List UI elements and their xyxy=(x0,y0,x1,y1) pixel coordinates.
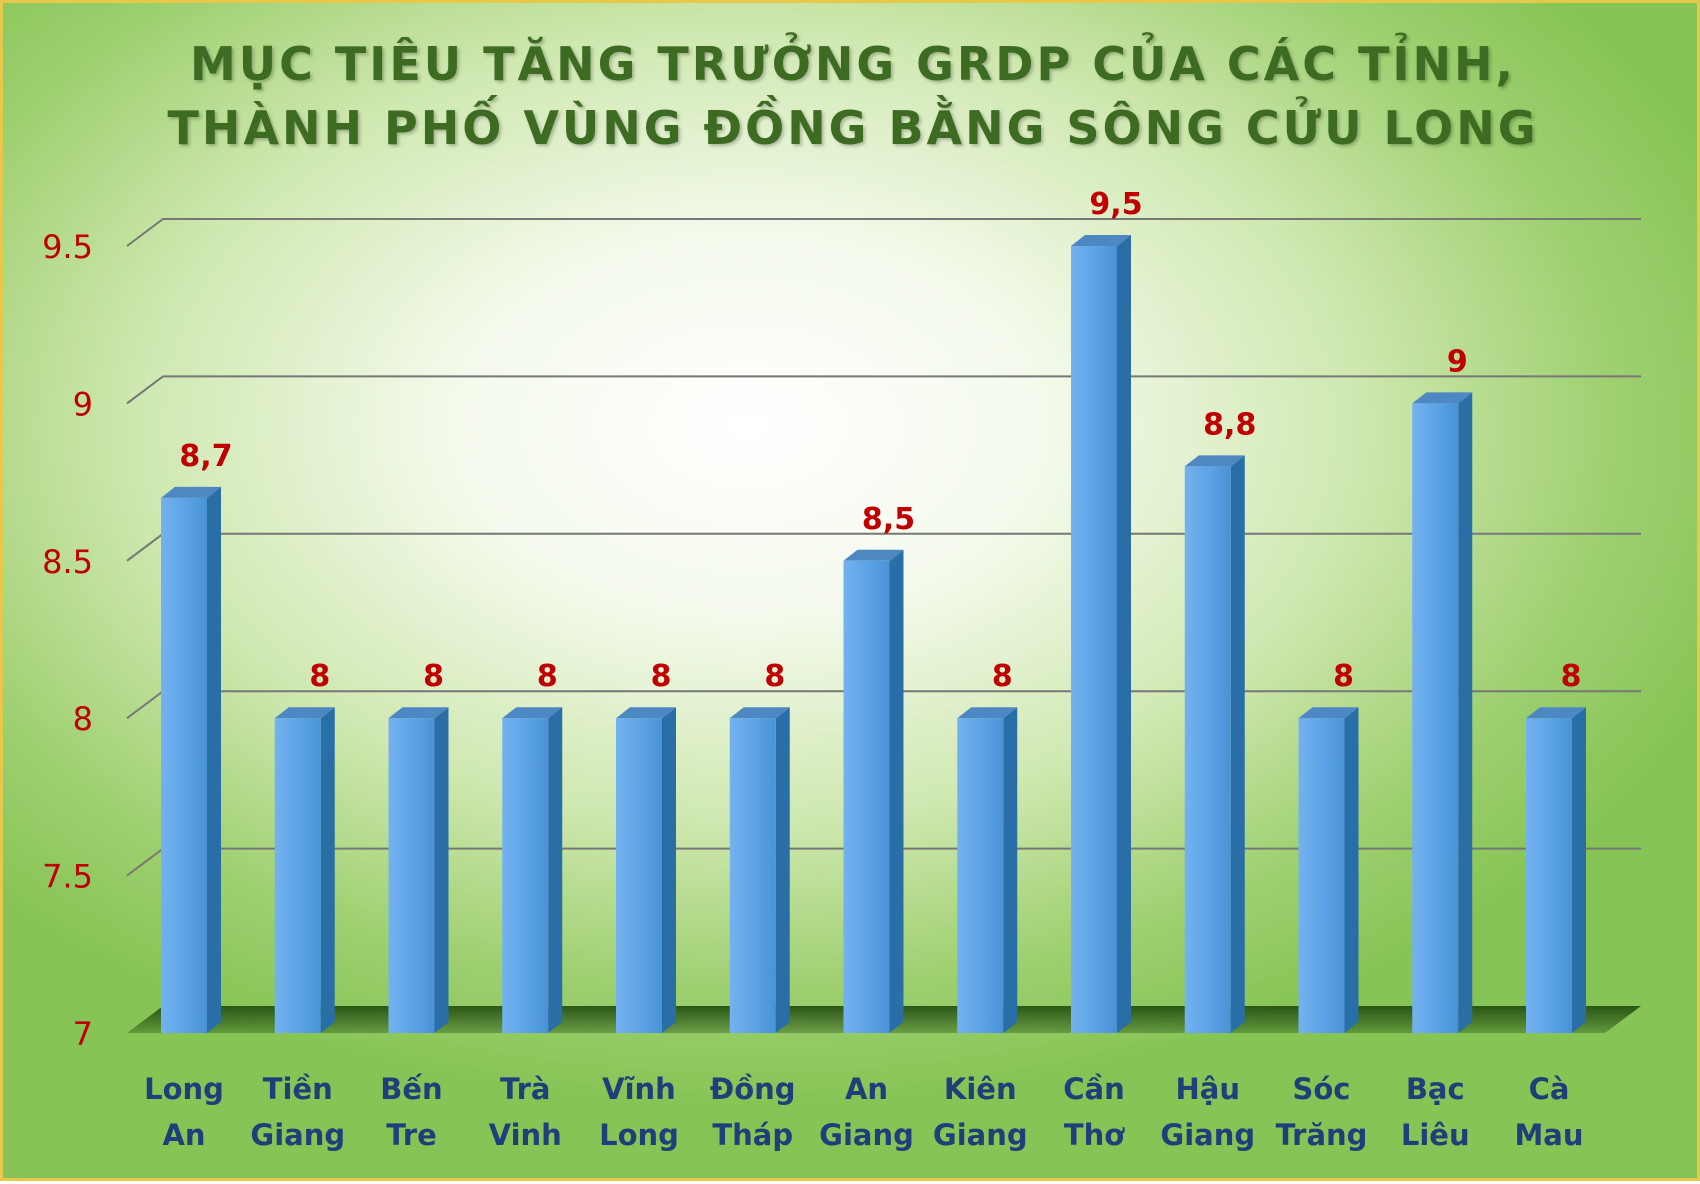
category-label: Trăng xyxy=(1276,1118,1368,1152)
category-label: An xyxy=(845,1072,888,1106)
bar-side xyxy=(1117,235,1131,1033)
bar xyxy=(274,718,321,1033)
data-label: 9,5 xyxy=(1089,187,1142,222)
bar xyxy=(1298,718,1345,1033)
bar-top xyxy=(502,707,563,719)
data-label: 8,5 xyxy=(862,502,915,537)
bar-top xyxy=(957,707,1018,719)
y-tick-label: 9.5 xyxy=(42,228,93,266)
data-label: 8 xyxy=(764,659,785,694)
bar xyxy=(1526,718,1572,1033)
data-label: 8 xyxy=(1561,659,1582,694)
category-label: Mau xyxy=(1514,1118,1583,1152)
category-label: Giang xyxy=(933,1118,1028,1152)
category-label: Long xyxy=(144,1072,224,1106)
bar-top xyxy=(729,707,790,719)
bar-side xyxy=(775,707,790,1033)
category-label: Kiên xyxy=(944,1072,1017,1106)
chart-title-line-1: MỤC TIÊU TĂNG TRƯỞNG GRDP CỦA CÁC TỈNH, xyxy=(189,37,1517,91)
bar xyxy=(388,718,435,1033)
bar-top xyxy=(161,486,221,498)
bar-side xyxy=(1230,455,1245,1033)
bar xyxy=(729,718,776,1033)
bar-top xyxy=(388,707,449,719)
y-tick-label: 8 xyxy=(73,700,93,738)
category-label: Cần xyxy=(1063,1072,1125,1106)
category-label: Tre xyxy=(386,1118,437,1152)
chart-title-line-2: THÀNH PHỐ VÙNG ĐỒNG BẰNG SÔNG CỬU LONG xyxy=(167,101,1539,155)
category-label: Giang xyxy=(819,1118,914,1152)
bar xyxy=(1412,403,1459,1033)
data-label: 8,8 xyxy=(1203,407,1256,442)
y-tick-label: 7.5 xyxy=(42,858,93,896)
category-label: Liêu xyxy=(1401,1118,1470,1152)
category-label: Long xyxy=(599,1118,679,1152)
category-label: Vinh xyxy=(489,1118,562,1152)
data-label: 8 xyxy=(309,659,330,694)
bar-top xyxy=(616,707,676,719)
bar-side xyxy=(548,707,563,1033)
data-label: 8 xyxy=(992,659,1013,694)
data-label: 9 xyxy=(1447,344,1468,379)
data-label: 8 xyxy=(537,659,558,694)
bar-top xyxy=(1071,235,1131,246)
y-tick-label: 8.5 xyxy=(42,543,93,581)
category-label: Tiền xyxy=(263,1072,333,1106)
bar-side xyxy=(1003,707,1018,1033)
bar xyxy=(843,560,890,1033)
gridline xyxy=(126,218,1641,247)
bar-side xyxy=(320,707,335,1033)
bar-side xyxy=(207,486,221,1034)
category-label: Giang xyxy=(250,1118,345,1152)
category-label: Giang xyxy=(1160,1118,1255,1152)
category-label: Cà xyxy=(1529,1072,1570,1106)
data-label: 8 xyxy=(651,659,672,694)
category-label: Tháp xyxy=(712,1118,793,1152)
bar-chart: 7 7.5 8 8.5 9 9.5 8,7 Long An 8 Tiền Giang 8 Bến Tre 8 T… xyxy=(42,187,1641,1152)
data-label: 8 xyxy=(423,659,444,694)
category-label: Vĩnh xyxy=(602,1072,676,1106)
data-label: 8 xyxy=(1333,659,1354,694)
bar-side xyxy=(662,707,676,1033)
bar-top xyxy=(1298,707,1359,719)
bar xyxy=(957,718,1004,1033)
category-label: Bạc xyxy=(1406,1072,1465,1106)
category-label: Thơ xyxy=(1064,1118,1125,1152)
y-tick-label: 9 xyxy=(73,385,93,423)
category-label: Bến xyxy=(380,1072,442,1106)
category-label: Đồng xyxy=(710,1072,796,1106)
bar-top xyxy=(1184,455,1245,467)
bar xyxy=(616,718,662,1033)
bar-top xyxy=(1526,707,1586,719)
bar-top xyxy=(1412,392,1473,404)
bar-top xyxy=(843,549,904,561)
data-label: 8,7 xyxy=(179,439,232,474)
bar-side xyxy=(1344,707,1359,1033)
category-label: Hậu xyxy=(1176,1072,1241,1106)
bar-side xyxy=(1572,707,1586,1033)
gridline xyxy=(126,375,1641,405)
y-tick-label: 7 xyxy=(73,1015,93,1053)
bar-side xyxy=(434,707,449,1033)
bar-top xyxy=(274,707,335,719)
category-label: Sóc xyxy=(1293,1072,1351,1106)
bar xyxy=(161,497,207,1034)
category-label: Trà xyxy=(500,1072,550,1106)
category-label: An xyxy=(162,1118,205,1152)
bar xyxy=(502,718,549,1033)
bar xyxy=(1071,246,1117,1033)
bar-side xyxy=(889,549,904,1033)
bar-side xyxy=(1458,392,1473,1033)
bar xyxy=(1184,466,1231,1033)
